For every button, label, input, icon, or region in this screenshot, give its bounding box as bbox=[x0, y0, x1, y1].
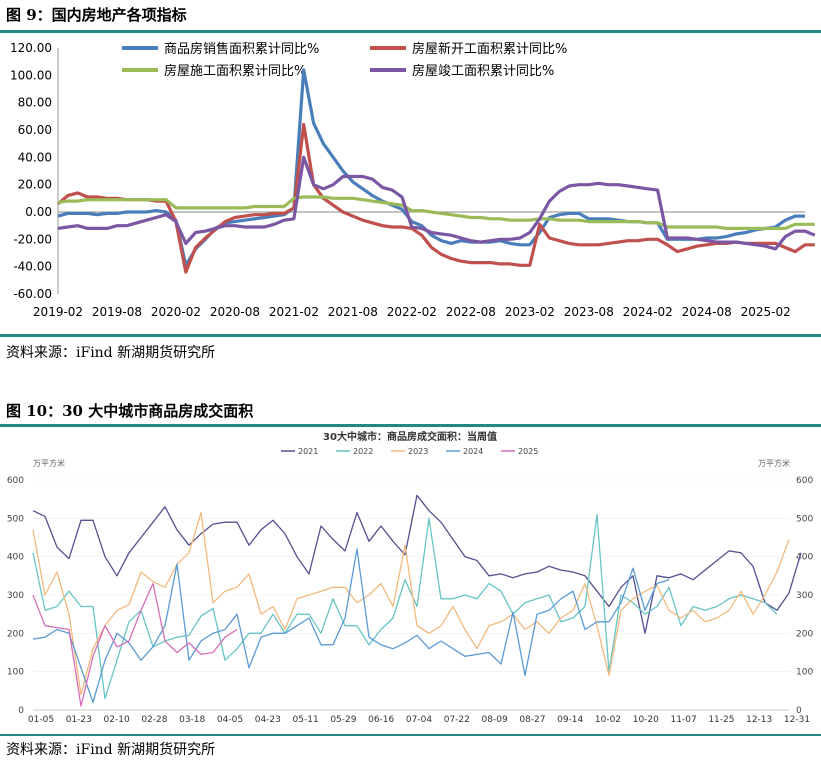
y-tick-label: 100.00 bbox=[10, 68, 52, 82]
x-tick-label: 04-05 bbox=[217, 715, 243, 725]
series-line-2024 bbox=[32, 548, 670, 703]
x-tick-label: 04-23 bbox=[255, 715, 281, 725]
y-tick-label-left: 400 bbox=[7, 553, 24, 563]
chart-title: 30大中城市：商品房成交面积：当周值 bbox=[323, 430, 497, 443]
x-tick-label: 2025-02 bbox=[741, 305, 791, 319]
legend-label: 2025 bbox=[518, 447, 538, 456]
right-unit-label: 万平方米 bbox=[758, 458, 790, 468]
y-tick-label-right: 200 bbox=[796, 629, 813, 639]
x-tick-label: 2024-02 bbox=[623, 305, 673, 319]
x-tick-label: 06-16 bbox=[368, 715, 394, 725]
series-line-2022 bbox=[32, 513, 778, 700]
legend-label: 2024 bbox=[463, 447, 483, 456]
x-tick-label: 2023-08 bbox=[564, 305, 614, 319]
x-tick-label: 01-05 bbox=[28, 715, 54, 725]
figure1-title: 图 9：国内房地产各项指标 bbox=[6, 6, 187, 24]
x-tick-label: 07-04 bbox=[406, 715, 432, 725]
y-tick-label-left: 0 bbox=[18, 706, 24, 716]
figure1-bottom-rule bbox=[0, 334, 821, 337]
y-tick-label-left: 300 bbox=[7, 591, 24, 601]
x-tick-label: 12-31 bbox=[784, 715, 810, 725]
x-tick-label: 2021-02 bbox=[269, 305, 319, 319]
x-tick-label: 02-28 bbox=[141, 715, 167, 725]
y-tick-label-right: 600 bbox=[796, 476, 813, 486]
figure1-chart: 120.00 100.00 80.00 60.00 40.00 20.00 0.00 -20.… bbox=[10, 41, 816, 319]
x-tick-label: 03-18 bbox=[179, 715, 205, 725]
legend-label: 房屋施工面积累计同比% bbox=[164, 63, 306, 79]
y-tick-label-right: 300 bbox=[796, 591, 813, 601]
y-tick-label: 80.00 bbox=[18, 96, 52, 110]
y-tick-label-right: 100 bbox=[796, 668, 813, 678]
y-tick-label-right: 500 bbox=[796, 514, 813, 524]
y-tick-label: -40.00 bbox=[13, 260, 52, 274]
x-tick-label: 2022-02 bbox=[387, 305, 437, 319]
series-line-2021 bbox=[32, 494, 802, 634]
y-tick-label: -20.00 bbox=[13, 232, 52, 246]
y-tick-label-right: 0 bbox=[796, 706, 802, 716]
figure1-top-rule bbox=[0, 30, 821, 33]
legend-label: 房屋竣工面积累计同比% bbox=[412, 63, 554, 79]
legend-label: 商品房销售面积累计同比% bbox=[164, 41, 319, 57]
y-tick-label: 120.00 bbox=[10, 41, 52, 55]
x-tick-label: 05-29 bbox=[330, 715, 356, 725]
figure2-title: 图 10：30 大中城市商品房成交面积 bbox=[6, 402, 254, 420]
legend-label: 2022 bbox=[353, 447, 373, 456]
x-tick-label: 2022-08 bbox=[446, 305, 496, 319]
series-line-2023 bbox=[32, 511, 790, 696]
y-tick-label-right: 400 bbox=[796, 553, 813, 563]
x-tick-label: 01-23 bbox=[66, 715, 92, 725]
y-tick-label-left: 200 bbox=[7, 629, 24, 639]
x-tick-label: 11-25 bbox=[708, 715, 734, 725]
figure2-source: 资料来源：iFind 新湖期货研究所 bbox=[6, 742, 216, 758]
y-tick-label: -60.00 bbox=[13, 287, 52, 301]
figure2-top-rule bbox=[0, 424, 821, 427]
y-tick-label: 60.00 bbox=[18, 123, 52, 137]
x-tick-label: 2023-02 bbox=[505, 305, 555, 319]
y-tick-label-left: 100 bbox=[7, 668, 24, 678]
series-line-1 bbox=[57, 68, 805, 267]
x-tick-label: 2020-02 bbox=[151, 305, 201, 319]
legend-label: 房屋新开工面积累计同比% bbox=[412, 41, 567, 57]
legend-label: 2023 bbox=[408, 447, 428, 456]
series-line-3 bbox=[57, 195, 815, 230]
x-tick-label: 09-14 bbox=[557, 715, 583, 725]
x-tick-label: 2020-08 bbox=[210, 305, 260, 319]
x-tick-label: 10-20 bbox=[633, 715, 659, 725]
y-tick-label: 40.00 bbox=[18, 150, 52, 164]
figure1-source: 资料来源：iFind 新湖期货研究所 bbox=[6, 345, 216, 361]
x-tick-label: 07-22 bbox=[444, 715, 470, 725]
x-tick-label: 2024-08 bbox=[682, 305, 732, 319]
x-tick-label: 02-10 bbox=[104, 715, 130, 725]
x-tick-label: 10-02 bbox=[595, 715, 621, 725]
series-line-4 bbox=[57, 155, 816, 251]
series-line-2 bbox=[56, 122, 815, 274]
x-tick-label: 2021-08 bbox=[328, 305, 378, 319]
y-tick-label-left: 500 bbox=[7, 514, 24, 524]
figure2-bottom-rule bbox=[0, 734, 821, 736]
y-tick-label: 20.00 bbox=[18, 178, 52, 192]
x-tick-label: 11-07 bbox=[671, 715, 697, 725]
legend-label: 2021 bbox=[298, 447, 318, 456]
x-tick-label: 12-13 bbox=[746, 715, 772, 725]
x-tick-label: 08-09 bbox=[482, 715, 508, 725]
series-line-2025 bbox=[32, 582, 238, 707]
x-tick-label: 2019-08 bbox=[92, 305, 142, 319]
y-tick-label: 0.00 bbox=[25, 205, 52, 219]
y-tick-label-left: 600 bbox=[7, 476, 24, 486]
left-unit-label: 万平方米 bbox=[33, 458, 65, 468]
x-tick-label: 08-27 bbox=[519, 715, 545, 725]
x-tick-label: 05-11 bbox=[293, 715, 319, 725]
x-tick-label: 2019-02 bbox=[33, 305, 83, 319]
